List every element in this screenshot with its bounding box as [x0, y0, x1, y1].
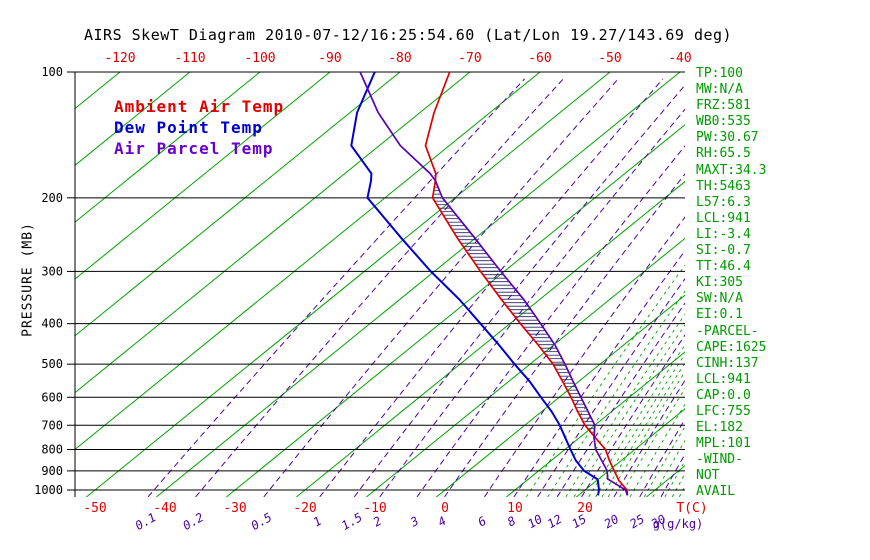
isotherm-lines — [75, 72, 685, 497]
svg-text:600: 600 — [41, 390, 63, 404]
svg-text:-10: -10 — [363, 501, 386, 516]
stat-line: EI:0.1 — [696, 307, 743, 323]
stat-line: CAPE:1625 — [696, 339, 767, 355]
svg-text:0: 0 — [441, 501, 449, 516]
dew-point-curve — [350, 72, 601, 496]
stat-line: LI:-3.4 — [696, 226, 751, 242]
stat-line: LCL:941 — [696, 371, 751, 387]
svg-text:15: 15 — [569, 512, 589, 531]
stat-line: SW:N/A — [696, 291, 743, 307]
svg-text:900: 900 — [41, 464, 63, 478]
svg-text:1000: 1000 — [34, 483, 63, 497]
svg-text:-110: -110 — [174, 51, 205, 66]
svg-text:10: 10 — [525, 512, 545, 531]
svg-text:3: 3 — [407, 514, 421, 530]
svg-text:30: 30 — [648, 512, 668, 532]
parcel-temp-curve — [359, 72, 629, 496]
svg-text:500: 500 — [41, 357, 63, 371]
stat-line: NOT — [696, 468, 720, 484]
mixing-ratio-minor-lines — [526, 264, 685, 497]
svg-text:-100: -100 — [244, 51, 275, 66]
svg-text:1.5: 1.5 — [339, 510, 365, 533]
stat-line: TH:5463 — [696, 178, 751, 194]
stat-line: AVAIL — [696, 484, 736, 500]
chart-title: AIRS SkewT Diagram 2010-07-12/16:25:54.6… — [84, 26, 733, 44]
stat-line: RH:65.5 — [696, 146, 751, 162]
svg-text:1: 1 — [311, 514, 324, 530]
svg-text:300: 300 — [41, 264, 63, 278]
stat-line: -PARCEL- — [696, 323, 759, 339]
svg-text:-40: -40 — [668, 51, 691, 66]
svg-text:400: 400 — [41, 317, 63, 331]
svg-text:2: 2 — [371, 514, 384, 530]
svg-text:-50: -50 — [83, 501, 106, 516]
svg-text:-40: -40 — [153, 501, 176, 516]
svg-text:20: 20 — [602, 512, 622, 531]
svg-text:g(g/kg): g(g/kg) — [653, 517, 704, 531]
stat-line: TP:100 — [696, 66, 743, 81]
stat-line: FRZ:581 — [696, 98, 751, 114]
stats-panel: TP:100 MW:N/A FRZ:581 WB0:535 PW:30.67 RH:65.… — [696, 66, 766, 501]
stat-line: CINH:137 — [696, 355, 759, 371]
stat-line: MPL:101 — [696, 436, 751, 452]
stat-line: WB0:535 — [696, 114, 751, 130]
svg-text:20: 20 — [577, 501, 593, 516]
svg-text:-50: -50 — [598, 51, 621, 66]
legend-air-parcel-temp: Air Parcel Temp — [114, 139, 274, 158]
svg-text:-80: -80 — [388, 51, 411, 66]
ambient-temp-curve — [424, 72, 629, 496]
mixing-ratio-lines — [147, 78, 685, 497]
svg-text:800: 800 — [41, 442, 63, 456]
svg-text:-20: -20 — [293, 501, 316, 516]
stat-line: CAP:0.0 — [696, 387, 751, 403]
svg-text:T(C): T(C) — [676, 501, 707, 516]
legend: Ambient Air Temp Dew Point Temp Air Parc… — [114, 96, 284, 159]
stat-line: TT:46.4 — [696, 259, 751, 275]
stat-line: KI:305 — [696, 275, 743, 291]
svg-text:100: 100 — [41, 65, 63, 79]
svg-text:12: 12 — [545, 512, 565, 531]
svg-text:-30: -30 — [223, 501, 246, 516]
stat-line: MW:N/A — [696, 82, 743, 98]
svg-text:700: 700 — [41, 418, 63, 432]
stat-line: LCL:941 — [696, 210, 751, 226]
svg-text:0.5: 0.5 — [249, 510, 275, 533]
svg-text:6: 6 — [475, 514, 488, 530]
stat-line: L57:6.3 — [696, 194, 751, 210]
stat-line: MAXT:34.3 — [696, 162, 767, 178]
stat-line: PW:30.67 — [696, 130, 759, 146]
stat-line: EL:182 — [696, 420, 743, 436]
legend-dew-point-temp: Dew Point Temp — [114, 118, 263, 137]
cape-hatch — [432, 183, 595, 437]
stat-line: -WIND- — [696, 452, 743, 468]
svg-text:25: 25 — [627, 512, 647, 531]
svg-text:-60: -60 — [528, 51, 551, 66]
svg-text:-70: -70 — [458, 51, 481, 66]
stat-line: LFC:755 — [696, 403, 751, 419]
legend-ambient-air-temp: Ambient Air Temp — [114, 97, 285, 116]
svg-text:-90: -90 — [318, 51, 341, 66]
svg-text:4: 4 — [435, 514, 448, 530]
svg-text:200: 200 — [41, 191, 63, 205]
svg-text:10: 10 — [507, 501, 523, 516]
svg-text:-120: -120 — [104, 51, 135, 66]
stat-line: SI:-0.7 — [696, 243, 751, 259]
svg-text:0.2: 0.2 — [180, 510, 206, 533]
svg-text:8: 8 — [505, 514, 518, 530]
